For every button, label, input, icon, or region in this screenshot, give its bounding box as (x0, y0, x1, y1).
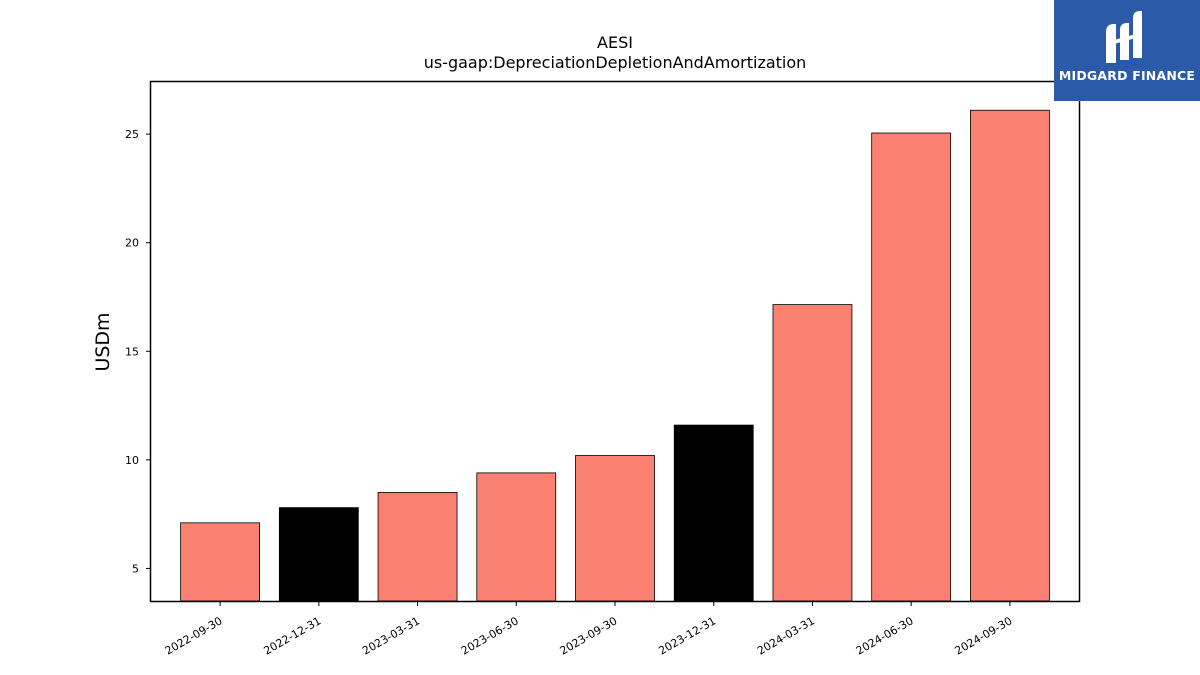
bar-2023-09-30 (575, 455, 655, 602)
midgard-finance-logo: MIDGARD FINANCE (1054, 0, 1200, 101)
bars-group (180, 109, 1050, 602)
x-tick-label: 2024-03-31 (755, 614, 817, 657)
x-tick-label: 2022-09-30 (163, 614, 225, 657)
x-tick-label: 2023-06-30 (459, 614, 521, 657)
y-tick-label: 20 (125, 237, 139, 250)
x-ticks-group: 2022-09-30 2022-12-31 2023-03-31 2023-06-30… (163, 601, 1015, 658)
x-tick-label: 2023-03-31 (360, 614, 422, 657)
x-tick-label: 2024-09-30 (953, 614, 1015, 657)
bar-2023-12-31 (673, 424, 754, 602)
chart-title: AESI (597, 33, 633, 52)
x-tick-label: 2022-12-31 (261, 614, 323, 657)
bar-2023-03-31 (377, 492, 458, 602)
x-tick-label: 2023-09-30 (558, 614, 620, 657)
x-tick-label: 2023-12-31 (656, 614, 718, 657)
bar-2023-06-30 (476, 472, 557, 602)
bar-2024-09-30 (970, 109, 1050, 602)
bar-2022-09-30 (180, 522, 260, 602)
y-tick-label: 10 (125, 454, 139, 467)
bar-2024-06-30 (871, 132, 952, 602)
logo-text: MIDGARD FINANCE (1058, 68, 1196, 83)
chart-subtitle: us-gaap:DepreciationDepletionAndAmortiza… (424, 53, 807, 72)
y-axis-label: USDm (92, 312, 114, 371)
y-tick-label: 5 (132, 562, 139, 575)
plot-frame (149, 80, 1081, 603)
y-tick-label: 15 (125, 345, 139, 358)
bar-2024-03-31 (772, 304, 853, 602)
y-tick-label: 25 (125, 128, 139, 141)
bar-2022-12-31 (278, 507, 359, 602)
logo-mark-icon (1106, 11, 1142, 63)
x-tick-label: 2024-06-30 (854, 614, 916, 657)
y-ticks-group: 5 10 15 20 25 (125, 128, 151, 575)
